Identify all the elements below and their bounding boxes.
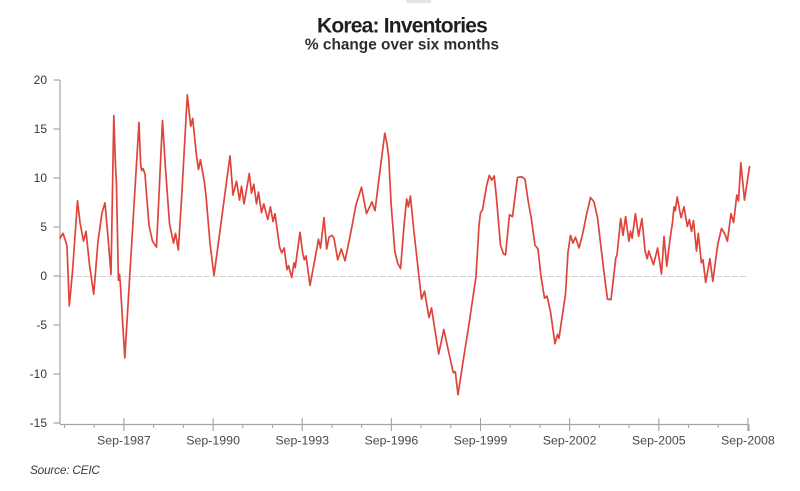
svg-text:-15: -15: [30, 416, 48, 430]
svg-text:10: 10: [34, 171, 48, 185]
svg-text:-5: -5: [36, 318, 47, 332]
svg-text:Sep-2008: Sep-2008: [721, 433, 775, 447]
svg-text:Sep-2002: Sep-2002: [543, 433, 597, 447]
svg-text:Source: CEIC: Source: CEIC: [30, 463, 100, 477]
svg-text:0: 0: [40, 269, 47, 283]
svg-text:Sep-2005: Sep-2005: [632, 433, 686, 447]
svg-text:Sep-1990: Sep-1990: [186, 433, 240, 447]
svg-text:Sep-1999: Sep-1999: [454, 433, 508, 447]
svg-text:20: 20: [34, 73, 48, 87]
svg-text:Sep-1996: Sep-1996: [365, 433, 419, 447]
svg-text:% change over six months: % change over six months: [305, 37, 499, 54]
svg-text:Sep-1993: Sep-1993: [275, 433, 329, 447]
svg-text:5: 5: [40, 220, 47, 234]
svg-text:15: 15: [34, 122, 48, 136]
svg-text:Korea: Inventories: Korea: Inventories: [317, 15, 487, 38]
svg-text:-10: -10: [30, 367, 48, 381]
svg-text:Sep-1987: Sep-1987: [97, 433, 151, 447]
